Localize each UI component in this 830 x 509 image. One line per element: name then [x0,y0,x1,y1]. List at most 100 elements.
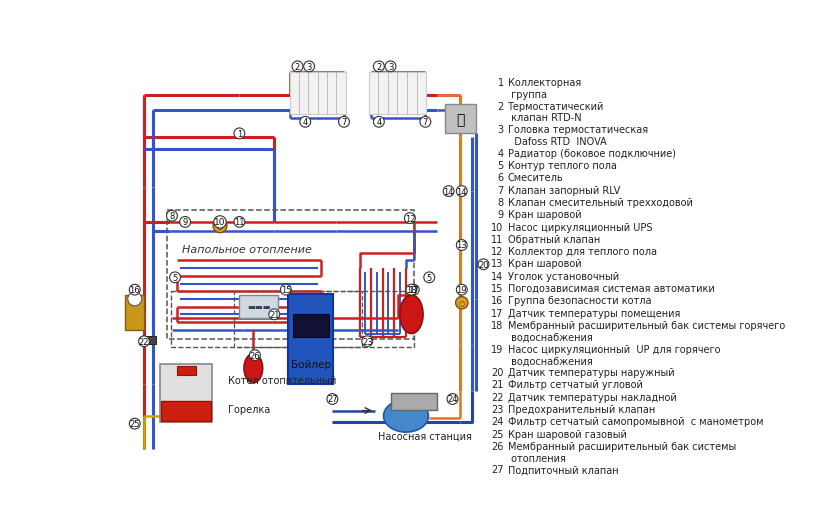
Text: 24: 24 [491,416,504,427]
Text: 7: 7 [341,118,347,127]
Text: 14: 14 [443,187,454,196]
Ellipse shape [383,400,428,432]
Bar [290,73,345,115]
Text: 3: 3 [497,125,504,135]
Circle shape [304,62,315,73]
Bar [144,336,156,344]
Text: Смеситель: Смеситель [507,173,563,183]
Text: 1: 1 [237,130,242,138]
Text: Котел отопительный: Котел отопительный [227,375,336,385]
Text: 7: 7 [422,118,428,127]
Text: 22: 22 [139,337,149,346]
Text: Группа безопасности котла: Группа безопасности котла [507,296,651,306]
Text: 12: 12 [491,247,504,257]
Circle shape [300,117,310,128]
Text: Датчик температуры накладной: Датчик температуры накладной [507,392,676,402]
Circle shape [327,394,338,405]
Circle shape [180,217,191,228]
Text: 14: 14 [457,187,467,196]
Bar [159,364,212,422]
Circle shape [443,186,454,197]
Text: 1: 1 [497,78,504,88]
Text: Коллекторная
 группа: Коллекторная группа [507,78,581,100]
Text: 16: 16 [129,286,140,295]
Circle shape [139,336,149,347]
Circle shape [169,272,180,283]
Ellipse shape [244,354,262,383]
Text: 14: 14 [491,271,504,281]
Text: Клапан смесительный трехходовой: Клапан смесительный трехходовой [507,197,692,208]
Text: 6: 6 [497,173,504,183]
Circle shape [447,394,458,405]
Circle shape [281,285,291,295]
Text: 27: 27 [491,465,504,474]
Text: 13: 13 [491,259,504,269]
Text: 25: 25 [129,419,140,428]
Text: 25: 25 [491,429,504,439]
Text: Клапан запорный RLV: Клапан запорный RLV [507,185,620,195]
Text: Обратный клапан: Обратный клапан [507,234,600,244]
Text: 9: 9 [183,218,188,227]
Text: 2: 2 [497,101,504,111]
Circle shape [408,285,419,295]
Circle shape [250,350,261,361]
Text: 5: 5 [173,273,178,282]
Text: 2: 2 [376,63,382,72]
Text: ○: ○ [217,223,223,229]
Text: 20: 20 [491,367,504,377]
Text: Датчик температуры наружный: Датчик температуры наружный [507,367,674,377]
Text: 19: 19 [491,344,504,354]
Text: 16: 16 [491,296,504,306]
Text: Мембранный расширительный бак системы горячего
 водоснабжения: Мембранный расширительный бак системы го… [507,321,785,342]
Text: 🚰: 🚰 [456,112,465,126]
Bar [390,393,437,410]
Text: 3: 3 [306,63,312,72]
Circle shape [457,186,467,197]
Circle shape [234,217,245,228]
Text: ▬▬▬: ▬▬▬ [247,302,271,312]
Bar [445,105,476,134]
Bar [239,295,278,319]
Bar [178,366,196,376]
Text: Фильтр сетчатый угловой: Фильтр сетчатый угловой [507,380,642,389]
Text: 4: 4 [303,118,308,127]
Circle shape [292,62,303,73]
Text: 21: 21 [269,310,280,319]
Ellipse shape [400,295,423,334]
Text: 11: 11 [491,234,504,244]
Text: Подпиточный клапан: Подпиточный клапан [507,465,618,474]
Text: Погодозависимая системая автоматики: Погодозависимая системая автоматики [507,284,715,294]
Text: 12: 12 [405,214,415,223]
Text: 8: 8 [169,212,174,221]
Circle shape [456,297,468,309]
Circle shape [420,117,431,128]
Text: 21: 21 [491,380,504,389]
Circle shape [129,285,140,295]
Bar [125,295,144,330]
Text: Кран шаровой: Кран шаровой [507,259,581,269]
Text: Мембранный расширительный бак системы
 отопления: Мембранный расширительный бак системы от… [507,441,735,463]
Text: 11: 11 [234,218,245,227]
Circle shape [406,285,417,295]
Bar [293,315,329,338]
Text: Кран шаровой газовый: Кран шаровой газовый [507,429,627,439]
Text: 19: 19 [457,286,467,295]
Circle shape [167,211,178,222]
Text: Уголок установочный: Уголок установочный [507,271,618,281]
Text: 5: 5 [497,161,504,171]
Text: 17: 17 [491,308,504,318]
Text: 3: 3 [388,63,393,72]
Text: Термостатический
 клапан RTD-N: Термостатический клапан RTD-N [507,101,604,123]
Text: 26: 26 [250,351,260,360]
Text: 20: 20 [478,260,489,269]
Circle shape [339,117,349,128]
Text: 24: 24 [447,394,458,404]
Text: 5: 5 [427,273,432,282]
Text: Кран шаровой: Кран шаровой [507,210,581,220]
Circle shape [234,129,245,139]
Text: 4: 4 [497,148,504,158]
Text: 26: 26 [491,441,504,451]
Text: 23: 23 [491,404,504,414]
Bar [369,73,426,115]
Text: 17: 17 [408,286,419,295]
